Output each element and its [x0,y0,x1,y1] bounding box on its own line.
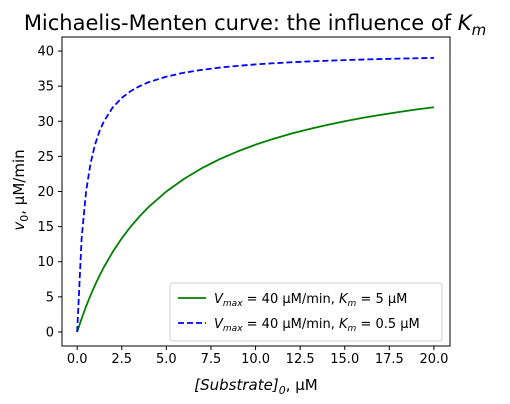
y-tick-label: 25 [37,150,54,165]
chart-title-symbol: K [458,11,474,35]
y-tick-label: 30 [37,115,54,130]
y-tick-label: 0 [46,325,54,340]
x-axis-title-subscript: 0 [279,384,286,397]
series-line-2 [76,57,434,332]
svg-text:[Substrate]0, µM: [Substrate]0, µM [194,376,317,397]
x-tick-label: 17.5 [375,352,404,367]
y-tick-label: 35 [37,80,54,95]
x-tick-label: 2.5 [111,352,132,367]
y-tick-label: 10 [37,255,54,270]
y-tick-label: 40 [37,45,54,60]
y-axis-title-subscript: 0 [18,215,31,222]
chart-title-text: Michaelis-Menten curve: the influence of [24,11,458,35]
x-axis-title-unit: , µM [286,376,318,394]
legend-label-series-1: Vmax = 40 µM/min, Km = 5 µM [214,292,407,309]
legend: Vmax = 40 µM/min, Km = 5 µM Vmax = 40 µM… [169,282,443,342]
legend-label-series-2: Vmax = 40 µM/min, Km = 0.5 µM [214,317,420,334]
y-axis-title-unit: , µM/min [10,149,28,214]
y-tick-label: 5 [46,290,54,305]
chart-title-subscript: m [472,21,487,39]
x-tick-label: 7.5 [201,352,222,367]
x-tick-label: 12.5 [286,352,315,367]
x-tick-label: 15.0 [330,352,359,367]
x-tick-label: 5.0 [156,352,177,367]
y-tick-label: 15 [37,220,54,235]
y-axis-title: v0, µM/min [10,149,31,230]
x-axis-title: [Substrate]0, µM [194,376,317,397]
x-axis-title-main: [Substrate] [194,376,279,394]
chart-title: Michaelis-Menten curve: the influence of… [24,11,486,39]
series-line-1 [76,106,435,333]
x-tick-label: 0.0 [67,352,88,367]
plot-area: 0.0 2.5 5.0 7.5 10.0 12.5 15.0 17.5 20.0 0 5 10 15 20… [37,36,451,367]
y-tick-label: 20 [37,185,54,200]
y-axis-title-main: v [10,221,28,231]
svg-text:Michaelis-Menten curve: the in: Michaelis-Menten curve: the influence of… [24,11,486,39]
legend-frame [169,282,443,342]
x-tick-label: 10.0 [241,352,270,367]
x-tick-label: 20.0 [419,352,448,367]
svg-text:v0, µM/min: v0, µM/min [10,149,31,230]
